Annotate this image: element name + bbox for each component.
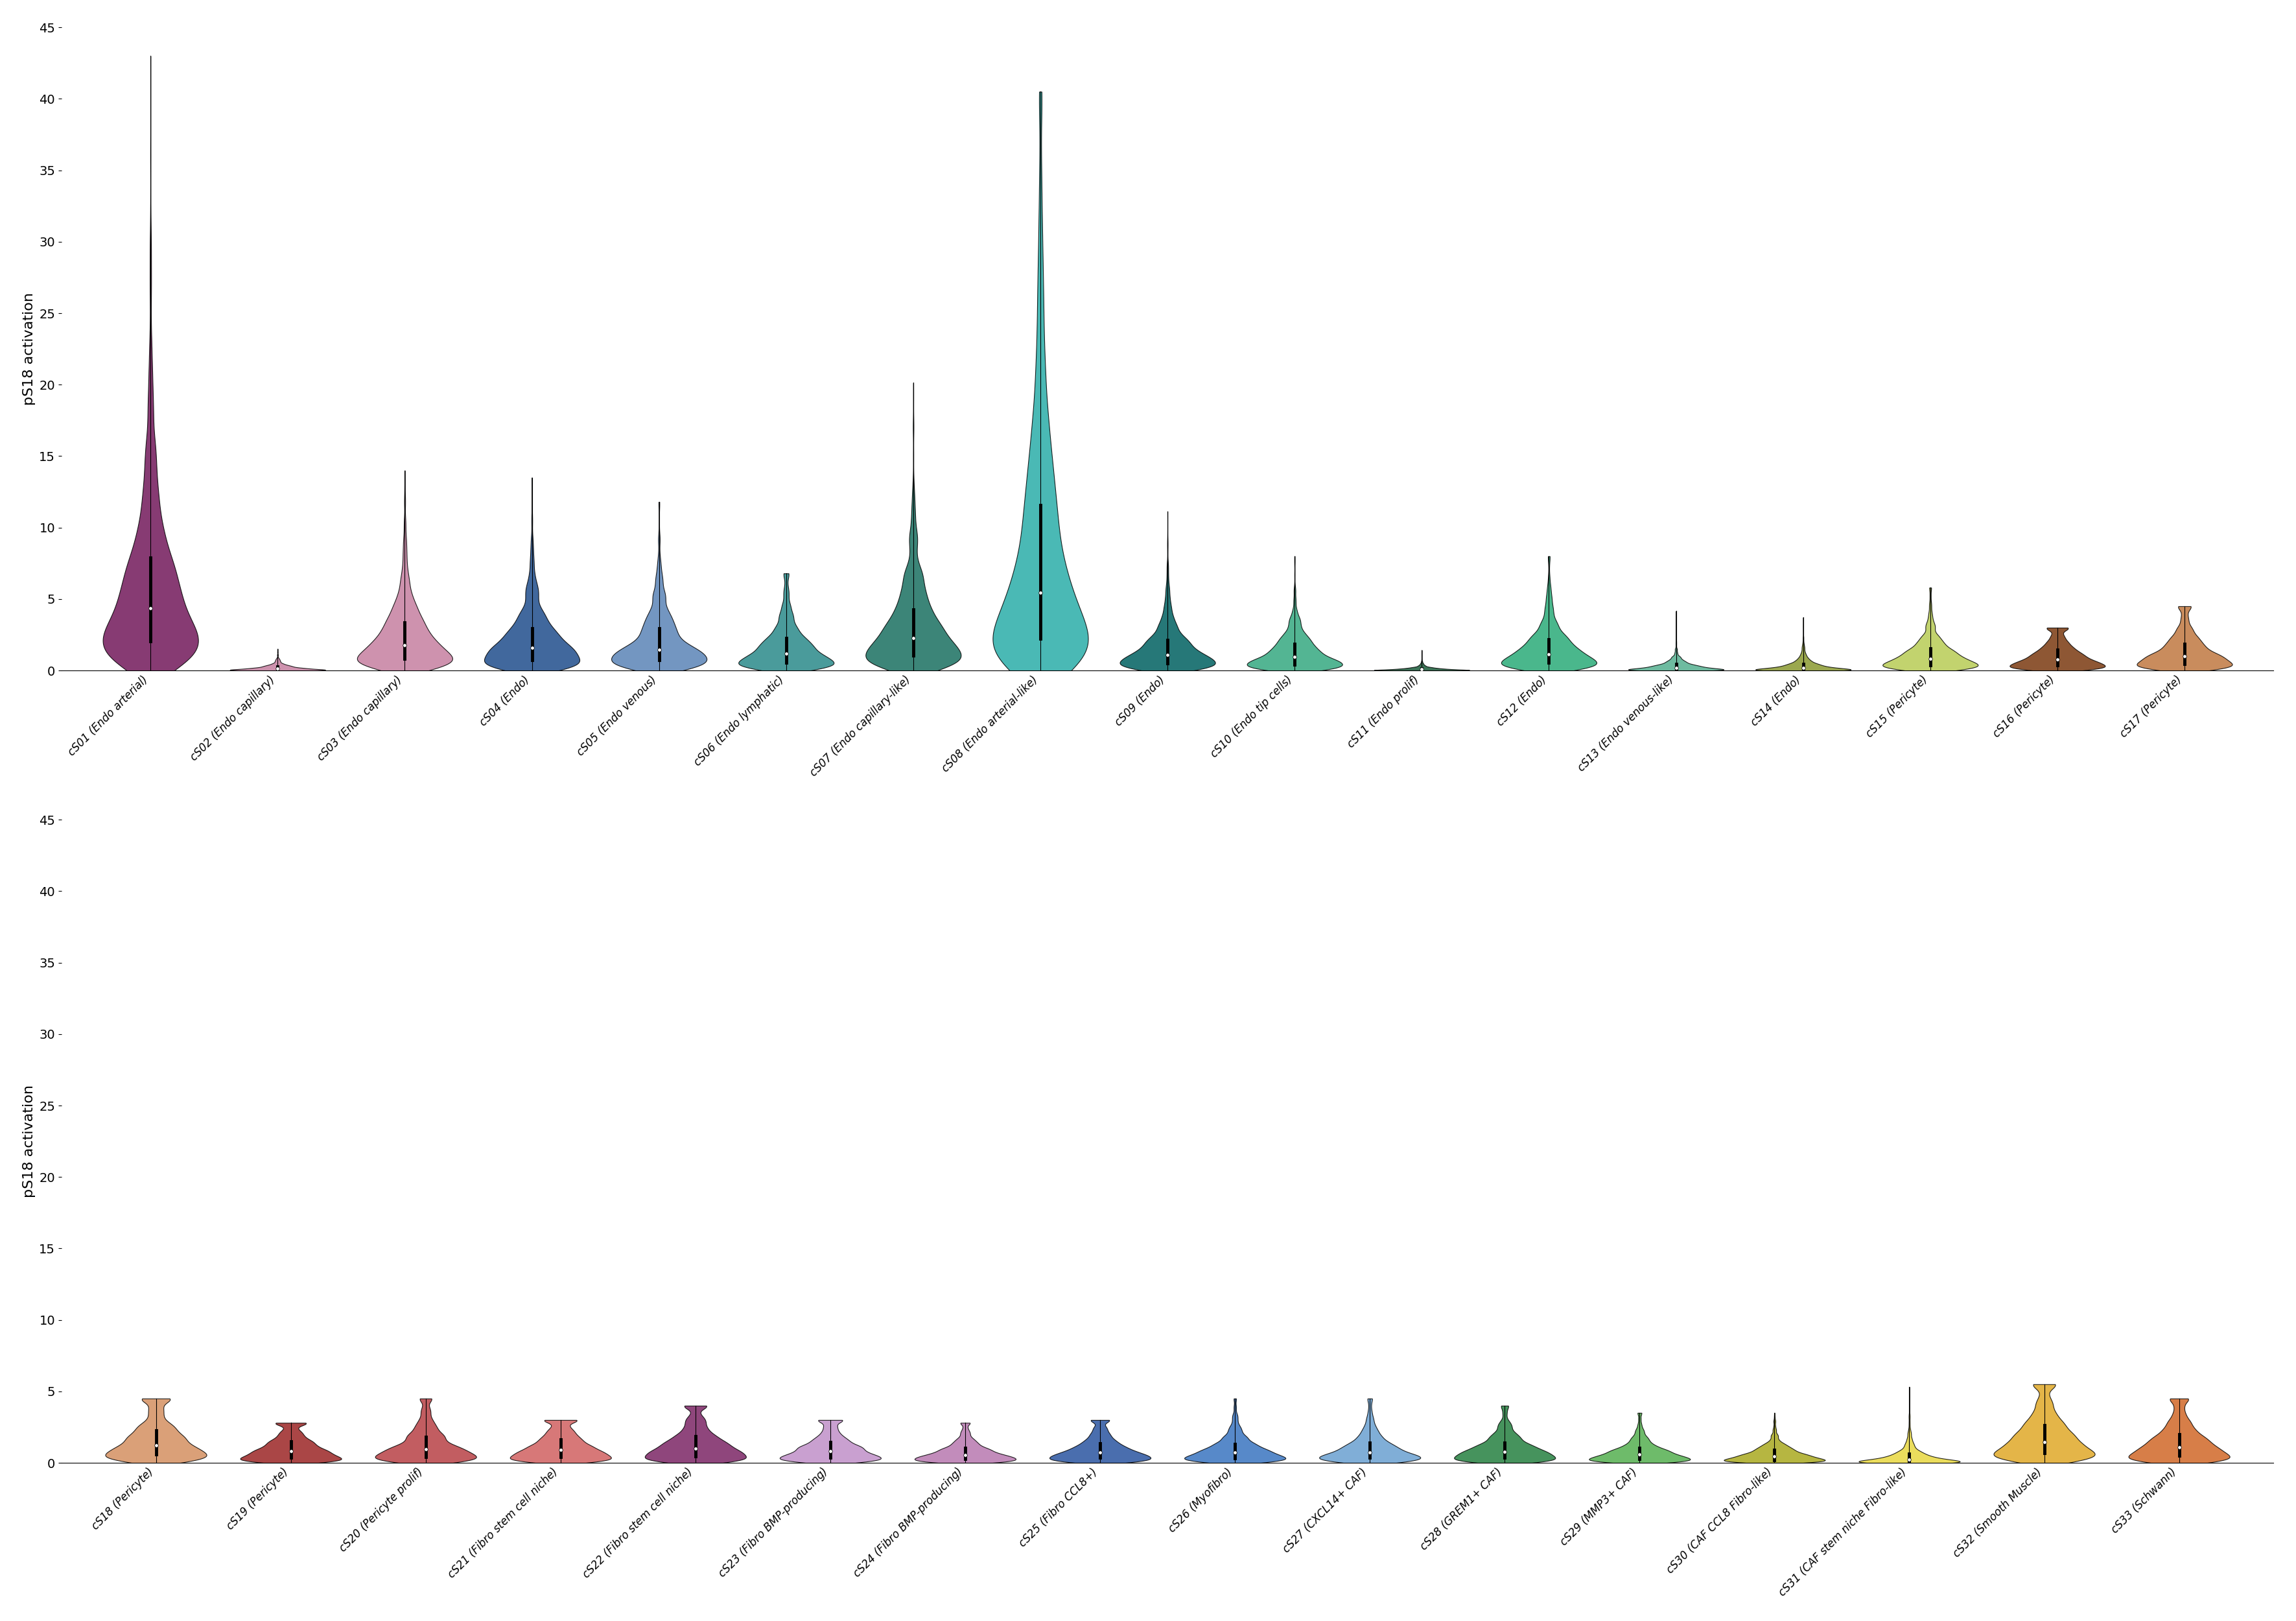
Y-axis label: pS18 activation: pS18 activation [23, 1084, 34, 1198]
Y-axis label: pS18 activation: pS18 activation [23, 292, 34, 405]
